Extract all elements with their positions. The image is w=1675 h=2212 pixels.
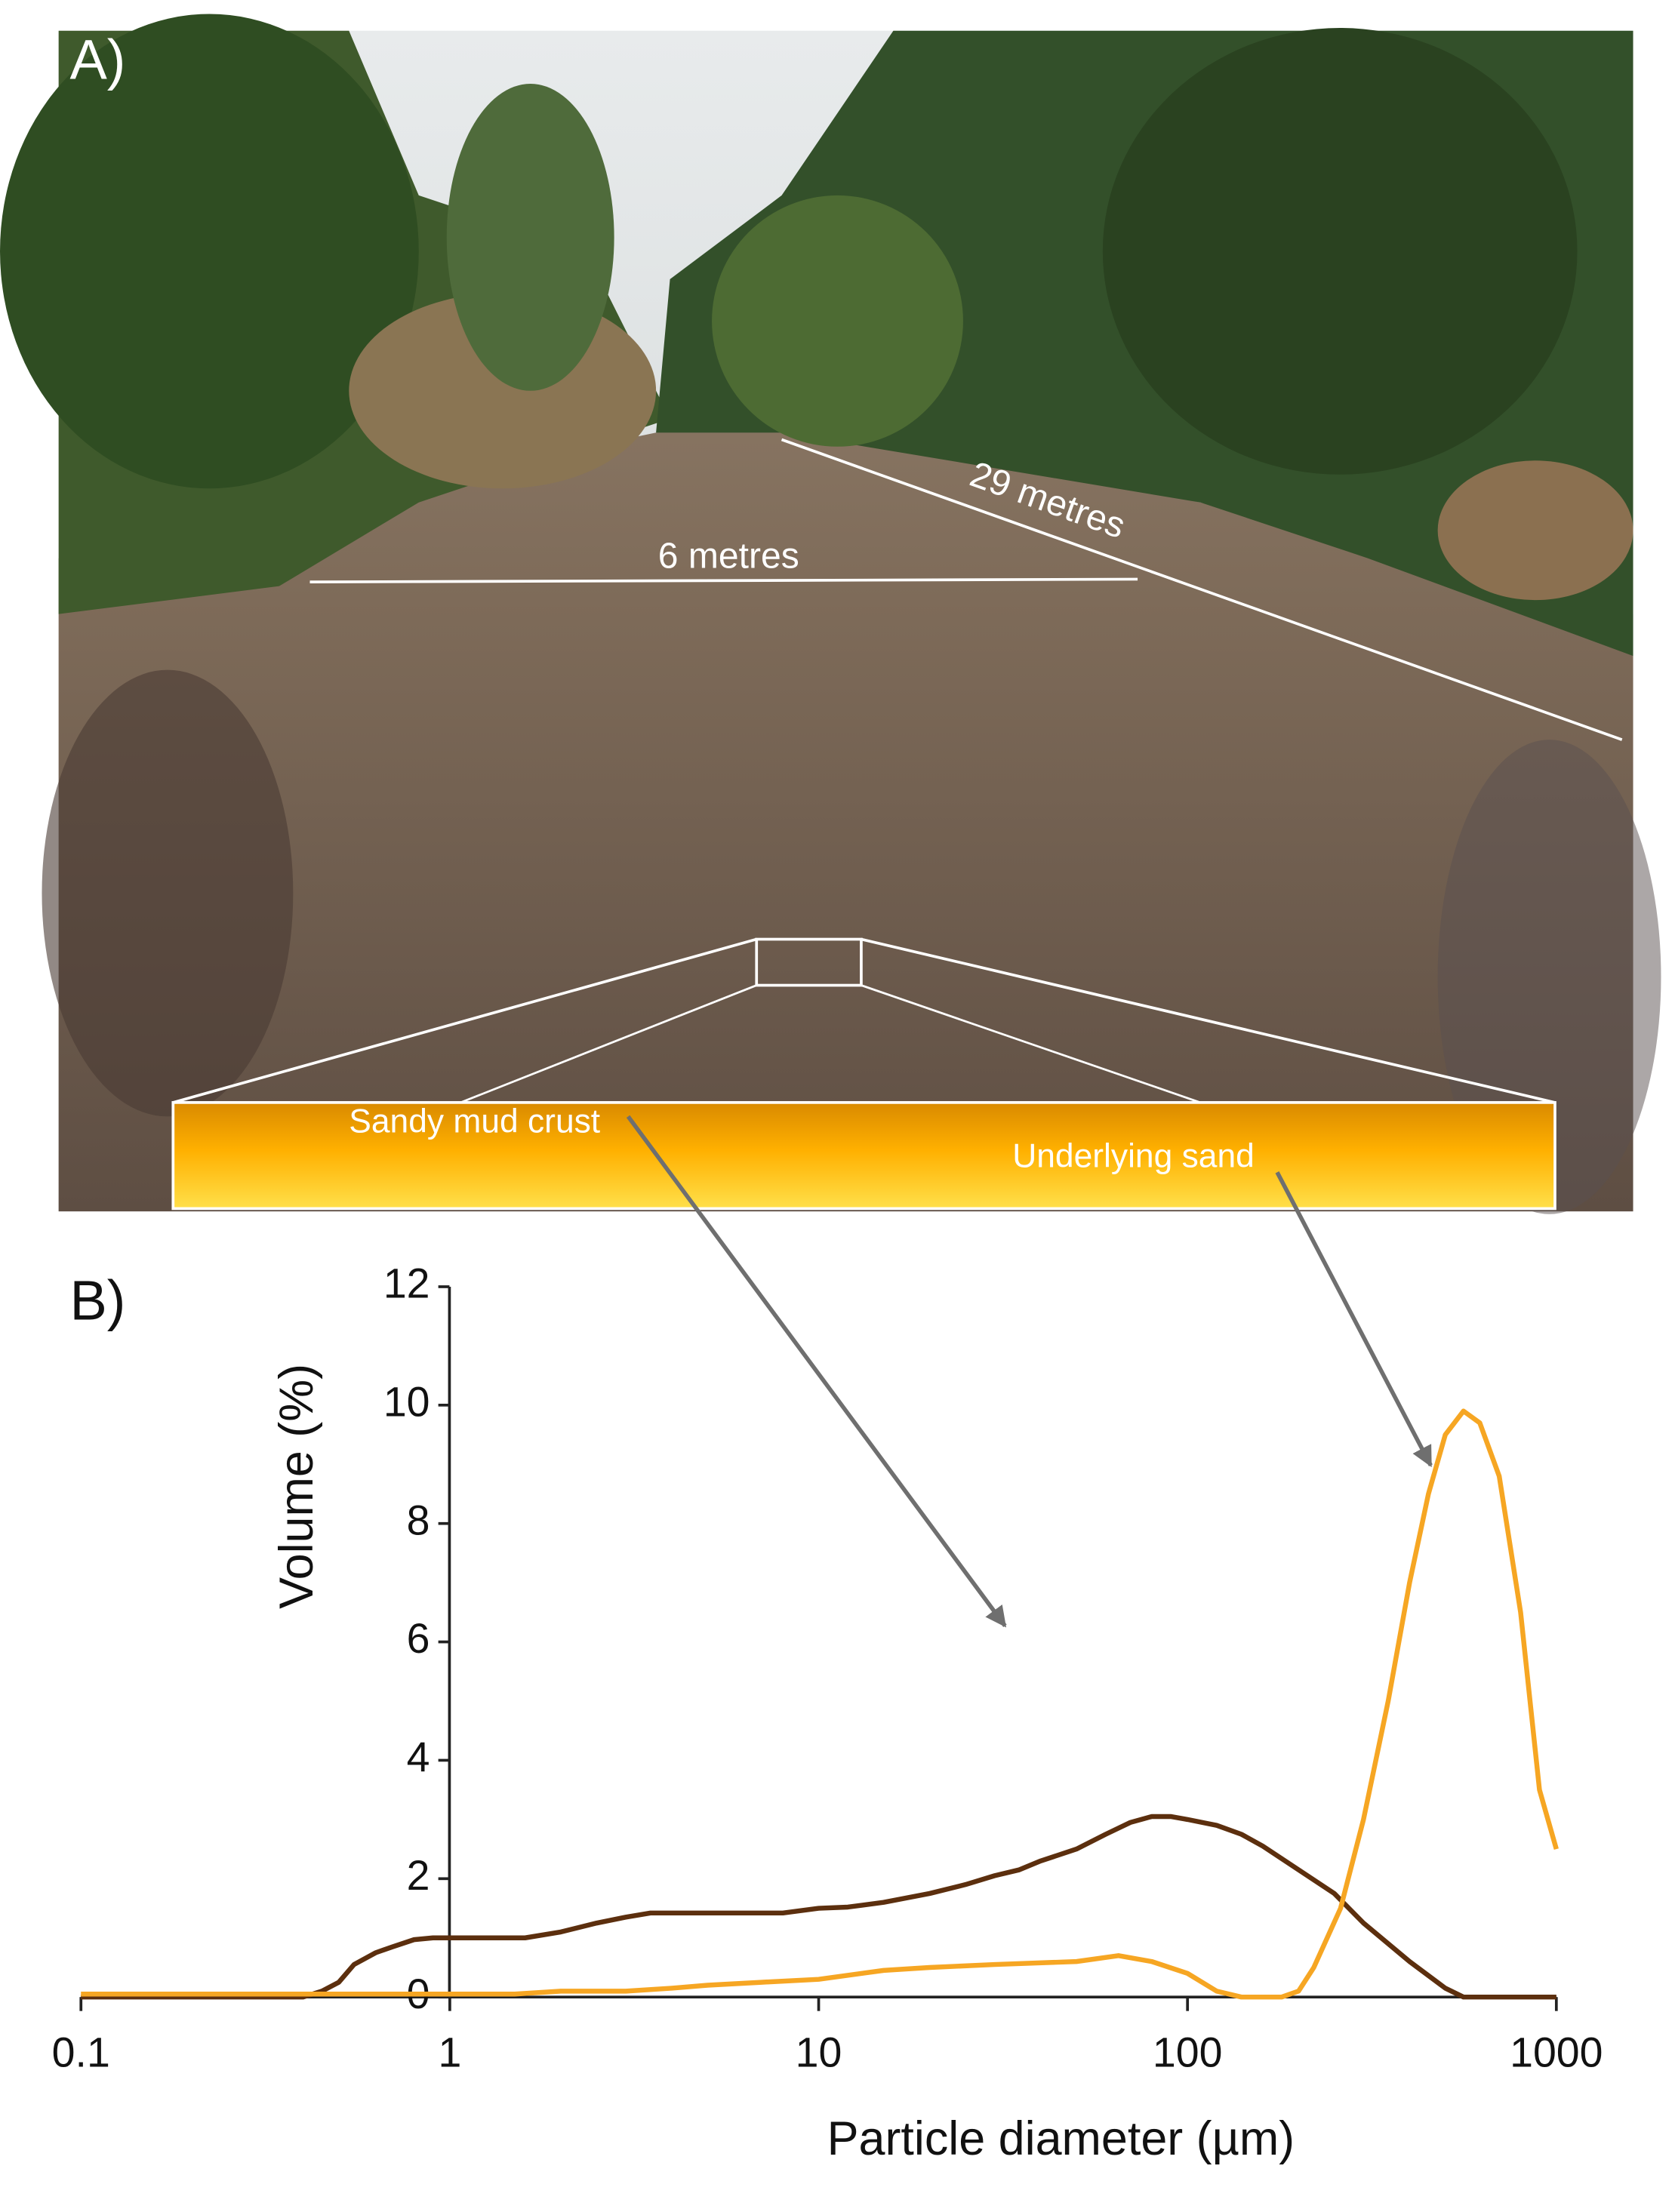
x-tick-label: 1000 — [1510, 2029, 1603, 2076]
x-tick-label: 10 — [796, 2029, 842, 2076]
photo-shadow — [42, 669, 294, 1117]
series-line — [81, 1814, 1556, 2000]
x-tick-label: 100 — [1153, 2029, 1223, 2076]
y-tick-label: 2 — [407, 1852, 430, 1899]
y-tick-label: 10 — [383, 1378, 430, 1425]
pointer-arrow — [1275, 1171, 1433, 1468]
panel-label: B) — [69, 1269, 125, 1332]
photo-shadow — [1437, 740, 1661, 1214]
x-tick-label: 0.1 — [52, 2029, 110, 2076]
photo-dry-grass — [1437, 460, 1633, 601]
y-axis-label: Volume (%) — [270, 1364, 323, 1609]
y-tick-label: 8 — [407, 1497, 430, 1543]
zoom-line — [861, 984, 1201, 1104]
photo-tree — [1102, 28, 1578, 475]
zoom-line — [460, 984, 757, 1104]
photo: A) 6 metres 29 metres Sandy mud crust Un… — [0, 14, 1661, 1214]
y-tick-label: 6 — [407, 1615, 430, 1662]
series-line — [81, 1408, 1559, 2000]
photo-tree — [712, 195, 963, 447]
y-tick-label: 4 — [407, 1734, 430, 1780]
photo-ground — [58, 30, 1633, 1212]
measure-label: 6 metres — [658, 535, 799, 576]
sediment-section — [171, 1101, 1556, 1211]
sediment-label: Underlying sand — [1012, 1138, 1255, 1175]
panel-label: A) — [69, 29, 125, 91]
pointer-arrow — [626, 1115, 1007, 1628]
zoom-box — [755, 937, 863, 987]
sediment-label: Sandy mud crust — [349, 1103, 600, 1140]
photo-tree — [446, 83, 614, 391]
zoom-line — [861, 937, 1556, 1104]
y-tick-label: 12 — [383, 1260, 430, 1307]
zoom-line — [172, 937, 757, 1104]
measure-line — [781, 438, 1623, 741]
x-tick-label: 1 — [438, 2029, 461, 2076]
x-axis-label: Particle diameter (µm) — [827, 2112, 1295, 2165]
photo-tree — [0, 14, 419, 489]
measure-line — [309, 577, 1138, 583]
